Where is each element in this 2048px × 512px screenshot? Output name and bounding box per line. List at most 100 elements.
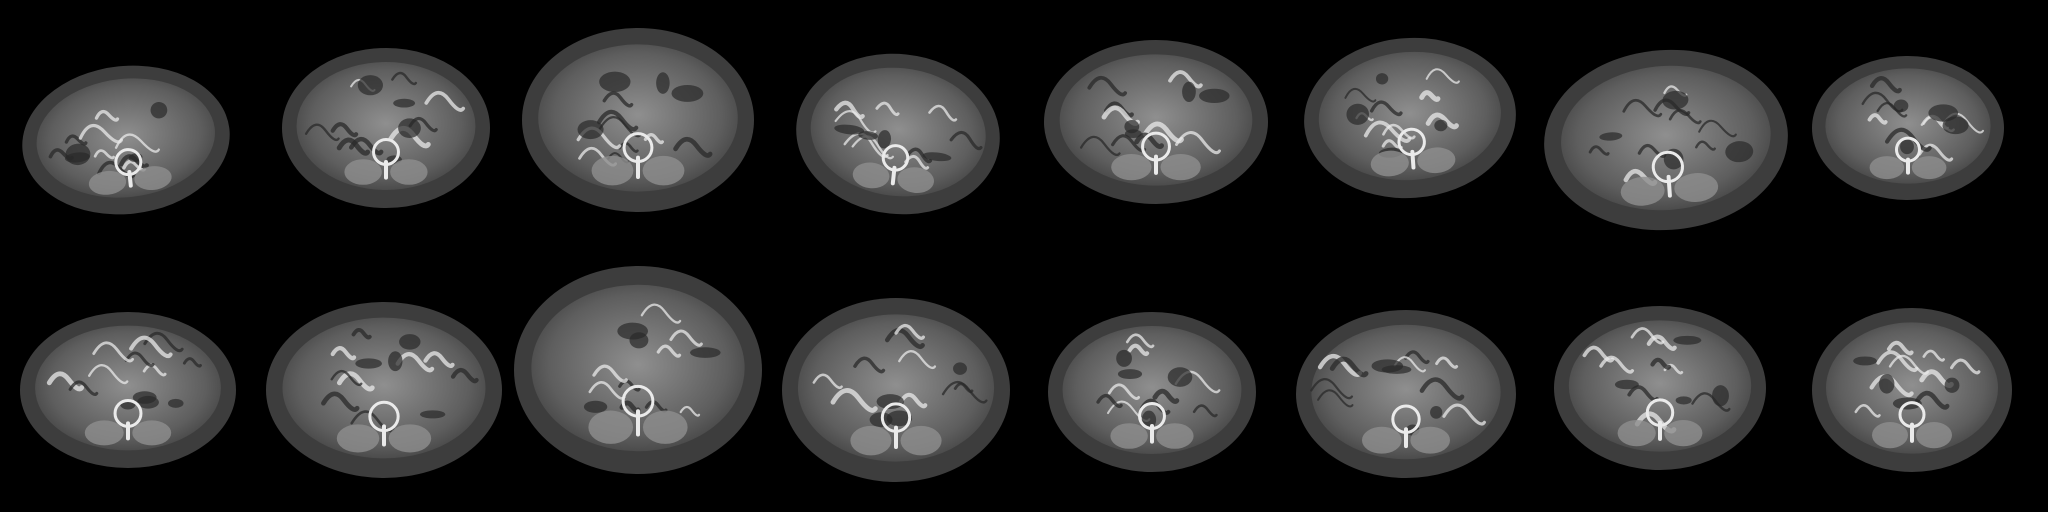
bowel-loop [1310,378,1354,400]
dark-region [1725,141,1754,163]
paraspinal-muscle-right [132,420,172,446]
bowel-loop [953,382,974,394]
abdominal-cavity [1311,324,1501,460]
bowel-loop [142,363,167,377]
bowel-loop [830,388,878,413]
bowel-loop [450,367,479,384]
dark-region [1614,379,1639,390]
bowel-loop [1646,334,1677,351]
dark-region [629,332,649,349]
abdominal-cavity [810,67,986,197]
abdominal-cavity [296,62,476,190]
bowel-loop [1317,353,1363,377]
dark-region [419,410,446,419]
bowel-loop [898,392,928,409]
abdominal-cavity [1062,326,1242,454]
dark-region [168,398,184,408]
dark-region [1712,385,1729,407]
abdominal-cavity [1059,54,1253,186]
mri-slice-r2c4 [782,298,1010,482]
bowel-loop [94,109,120,122]
dark-region [877,130,892,149]
bowel-loop [93,149,115,160]
paraspinal-muscle-right [642,155,685,186]
dark-region [393,98,416,108]
bowel-loop [906,147,933,164]
paraspinal-muscle-right [1911,156,1947,180]
bowel-loop [1698,119,1737,138]
mri-slice-r1c6 [1304,37,1516,199]
dark-region [671,84,704,102]
bowel-loop [1695,140,1716,151]
mri-slice-r2c8 [1812,308,2012,472]
mri-slice-r2c2 [266,302,502,478]
paraspinal-muscle-left [1872,421,1908,449]
bowel-loop [640,303,682,324]
bowel-loop [1885,127,1932,152]
dark-region [355,358,382,369]
bowel-loop [1637,143,1667,158]
bowel-loop [1425,112,1459,130]
spinous-process [890,165,897,186]
paraspinal-muscle-right [1664,419,1703,447]
bowel-loop [1317,389,1354,408]
bowel-loop [602,91,634,108]
paraspinal-muscle-right [900,425,942,456]
abdominal-cavity [35,325,221,451]
abdominal-cavity [1561,65,1771,211]
paraspinal-muscle-left [1362,426,1402,454]
bowel-loop [1950,358,1981,375]
bowel-loop [853,356,886,374]
bowel-loop [1369,100,1403,117]
dark-region [1124,129,1142,139]
dark-region [1182,81,1196,103]
bowel-loop [321,391,360,412]
bowel-loop [1435,356,1459,369]
mri-slice-r1c3 [522,28,754,212]
bowel-loop [129,335,173,359]
paraspinal-muscle-right [134,166,172,191]
mri-slice-r2c5 [1048,312,1256,472]
bowel-loop [1869,76,1902,94]
bowel-loop [423,351,455,368]
bowel-loop [1599,355,1635,374]
mri-slice-r2c7 [1554,306,1766,470]
abdominal-cavity [36,78,215,198]
bowel-loop [1876,350,1919,373]
paraspinal-muscle-right [390,159,428,185]
bowel-loop [1886,340,1914,356]
bowel-loop [1192,404,1218,418]
dark-region [1371,359,1404,373]
bowel-loop [1382,123,1416,140]
dark-region [1116,349,1132,367]
dark-region [690,347,721,358]
bowel-loop [1168,70,1203,89]
bowel-loop [1087,76,1127,97]
bowel-loop [1867,113,1888,125]
bowel-loop [894,323,925,340]
paraspinal-muscle-right [897,167,935,193]
bowel-loop [928,104,958,122]
bowel-loop [898,350,937,370]
bowel-loop [1134,132,1164,149]
paraspinal-muscle-left [1617,419,1656,447]
bowel-loop [1630,327,1665,345]
bowel-loop [588,381,626,400]
abdominal-cavity [1826,322,1998,454]
dark-region [357,75,383,96]
dark-region [1375,73,1389,85]
dark-region [399,334,421,350]
bowel-loop [424,91,466,112]
dark-region [1879,374,1895,394]
abdominal-cavity [538,44,738,192]
paraspinal-muscle-left [344,159,382,185]
bowel-loop [64,134,88,146]
spinous-process [127,170,133,188]
bowel-loop [1393,356,1426,373]
dark-region [1599,132,1623,141]
bowel-loop [673,136,713,158]
dark-region [656,72,670,94]
bowel-loop [618,141,639,153]
bowel-loop [350,410,395,433]
bowel-loop [669,329,703,347]
